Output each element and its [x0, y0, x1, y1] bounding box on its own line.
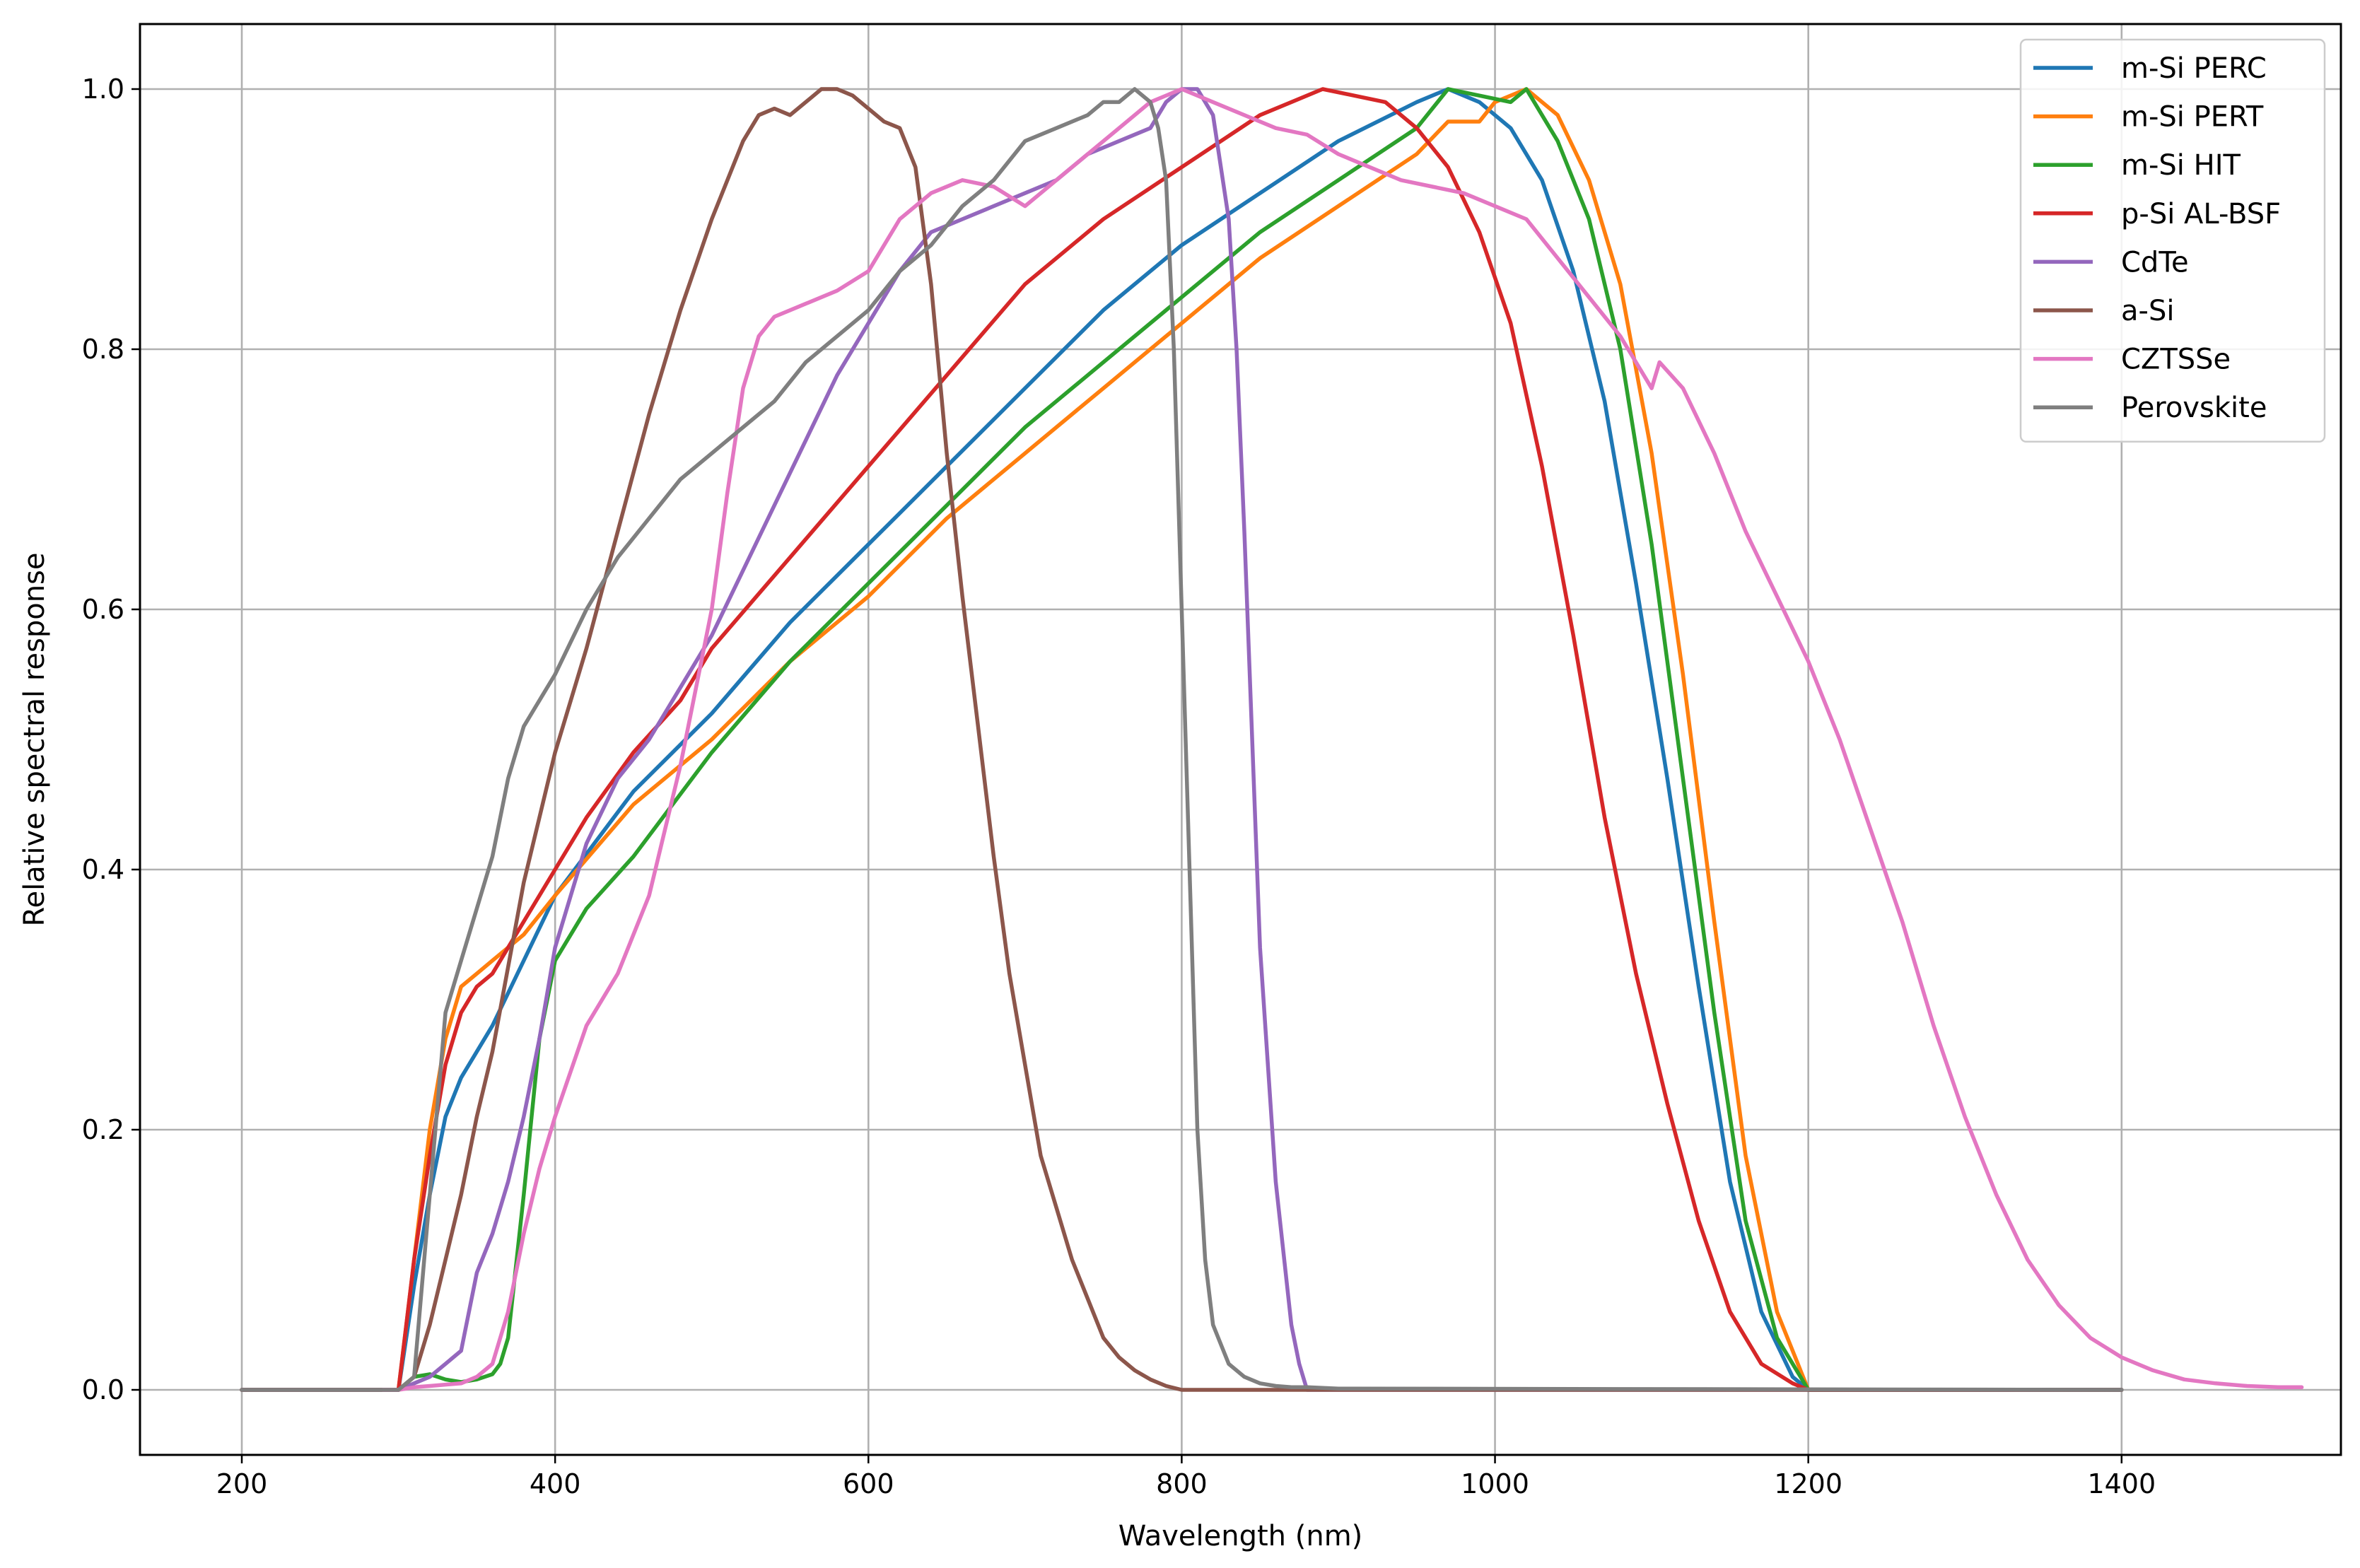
- series-line-cztsse: [380, 87, 2304, 1392]
- legend-label: CdTe: [2121, 246, 2189, 279]
- axes-frame: [139, 23, 2342, 1456]
- x-tick-label: 1400: [2087, 1468, 2156, 1499]
- series-line-m-si-hit: [240, 87, 2124, 1392]
- y-axis-label: Relative spectral response: [18, 552, 51, 926]
- grid-lines: [140, 24, 2341, 1455]
- series-line-m-si-pert: [240, 87, 2124, 1392]
- legend-label: p-Si AL-BSF: [2121, 198, 2281, 230]
- legend: m-Si PERC m-Si PERT m-Si HIT p-Si AL-BSF CdT…: [2019, 38, 2326, 443]
- x-tick-label: 1200: [1774, 1468, 1842, 1499]
- x-axis: 200 400 600 800 1000 1200 1400: [216, 1455, 2156, 1499]
- y-tick-label: 1.0: [82, 74, 124, 105]
- legend-label: Perovskite: [2121, 392, 2267, 424]
- x-tick-label: 800: [1156, 1468, 1208, 1499]
- legend-label: m-Si PERT: [2121, 101, 2264, 134]
- y-tick-label: 0.2: [82, 1114, 124, 1145]
- y-axis: 0.0 0.2 0.4 0.6 0.8 1.0: [82, 74, 140, 1405]
- series-line-cdte: [240, 87, 2124, 1392]
- x-tick-label: 1000: [1461, 1468, 1529, 1499]
- series-line-perovskite: [240, 87, 2124, 1392]
- x-tick-label: 200: [216, 1468, 268, 1499]
- plot-series: [240, 87, 2304, 1392]
- legend-label: m-Si PERC: [2121, 52, 2267, 85]
- y-tick-label: 0.0: [82, 1374, 124, 1405]
- legend-label: a-Si: [2121, 295, 2174, 327]
- y-tick-label: 0.6: [82, 594, 124, 625]
- legend-label: m-Si HIT: [2121, 149, 2241, 182]
- y-tick-label: 0.8: [82, 334, 124, 365]
- y-tick-label: 0.4: [82, 854, 124, 885]
- series-line-p-si-al-bsf: [240, 87, 2124, 1392]
- x-tick-label: 400: [530, 1468, 581, 1499]
- series-line-m-si-perc: [240, 87, 2124, 1392]
- series-line-a-si: [240, 87, 2124, 1392]
- x-tick-label: 600: [843, 1468, 894, 1499]
- legend-label: CZTSSe: [2121, 344, 2231, 376]
- x-axis-label: Wavelength (nm): [1118, 1520, 1363, 1552]
- legend-box: [2019, 38, 2326, 443]
